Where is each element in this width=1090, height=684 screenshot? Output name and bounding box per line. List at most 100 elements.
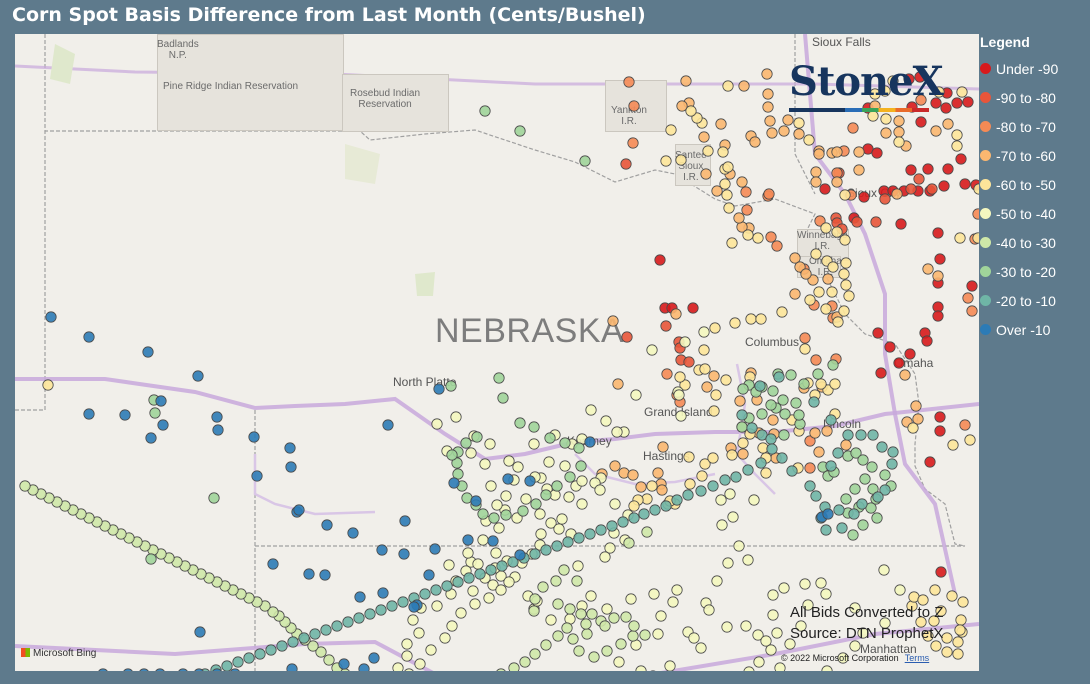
bid-point[interactable] (551, 480, 563, 492)
bid-point[interactable] (813, 148, 825, 160)
bid-point[interactable] (879, 85, 891, 97)
bid-point[interactable] (413, 627, 425, 639)
bid-point[interactable] (586, 608, 598, 620)
bid-point[interactable] (821, 665, 833, 671)
bid-point[interactable] (142, 346, 154, 358)
bid-point[interactable] (893, 357, 905, 369)
bid-point[interactable] (737, 437, 749, 449)
bid-point[interactable] (467, 585, 479, 597)
bid-point[interactable] (530, 498, 542, 510)
bid-point[interactable] (433, 383, 445, 395)
bid-point[interactable] (230, 668, 240, 671)
bid-point[interactable] (408, 601, 420, 613)
bid-point[interactable] (838, 305, 850, 317)
bid-point[interactable] (353, 612, 365, 624)
bid-point[interactable] (529, 548, 541, 560)
bid-point[interactable] (872, 327, 884, 339)
bid-point[interactable] (584, 528, 596, 540)
bid-point[interactable] (646, 480, 658, 492)
bid-point[interactable] (935, 566, 947, 578)
bid-point[interactable] (287, 636, 299, 648)
bid-point[interactable] (621, 331, 633, 343)
legend-item[interactable]: -70 to -60 (980, 141, 1088, 170)
bid-point[interactable] (820, 524, 832, 536)
bid-point[interactable] (698, 131, 710, 143)
bid-point[interactable] (932, 270, 944, 282)
bid-point[interactable] (733, 212, 745, 224)
bid-point[interactable] (932, 227, 944, 239)
bid-point[interactable] (429, 543, 441, 555)
bid-point[interactable] (194, 626, 206, 638)
bid-point[interactable] (867, 483, 879, 495)
bid-point[interactable] (778, 429, 790, 441)
bid-point[interactable] (924, 456, 936, 468)
bid-point[interactable] (208, 492, 220, 504)
bid-point[interactable] (286, 663, 298, 671)
bid-point[interactable] (810, 166, 822, 178)
bid-point[interactable] (517, 505, 529, 517)
bid-point[interactable] (83, 408, 95, 420)
bid-point[interactable] (771, 240, 783, 252)
bid-point[interactable] (730, 471, 742, 483)
bid-point[interactable] (382, 419, 394, 431)
bid-point[interactable] (966, 280, 978, 292)
bid-point[interactable] (917, 594, 929, 606)
bid-point[interactable] (98, 668, 108, 671)
bid-point[interactable] (221, 660, 233, 671)
bid-point[interactable] (698, 344, 710, 356)
bid-point[interactable] (479, 458, 491, 470)
bid-point[interactable] (716, 519, 728, 531)
bid-point[interactable] (893, 136, 905, 148)
bid-point[interactable] (503, 576, 515, 588)
bid-point[interactable] (905, 164, 917, 176)
bid-point[interactable] (942, 118, 954, 130)
bid-point[interactable] (682, 489, 694, 501)
bid-point[interactable] (448, 477, 460, 489)
terms-link[interactable]: Terms (904, 653, 930, 663)
bid-point[interactable] (470, 495, 482, 507)
bid-point[interactable] (951, 97, 963, 109)
bid-point[interactable] (248, 431, 260, 443)
bid-point[interactable] (638, 508, 650, 520)
bid-point[interactable] (608, 612, 620, 624)
bid-point[interactable] (715, 494, 727, 506)
bid-point[interactable] (588, 651, 600, 663)
bid-point[interactable] (847, 122, 859, 134)
bid-point[interactable] (452, 576, 464, 588)
bid-point[interactable] (45, 311, 57, 323)
bid-point[interactable] (671, 584, 683, 596)
bid-point[interactable] (729, 317, 741, 329)
bid-point[interactable] (719, 178, 731, 190)
bid-point[interactable] (736, 176, 748, 188)
bid-point[interactable] (746, 422, 758, 434)
bid-point[interactable] (761, 68, 773, 80)
bid-point[interactable] (497, 392, 509, 404)
bid-point[interactable] (145, 553, 157, 565)
bid-point[interactable] (472, 558, 484, 570)
bid-point[interactable] (559, 437, 571, 449)
bid-point[interactable] (625, 593, 637, 605)
bid-point[interactable] (232, 656, 244, 668)
bid-point[interactable] (451, 457, 463, 469)
bid-point[interactable] (722, 557, 734, 569)
bid-point[interactable] (514, 417, 526, 429)
bid-point[interactable] (284, 442, 296, 454)
bid-point[interactable] (832, 316, 844, 328)
bid-point[interactable] (941, 646, 953, 658)
bid-point[interactable] (540, 639, 552, 651)
bid-point[interactable] (194, 668, 204, 671)
bid-point[interactable] (810, 176, 822, 188)
bid-point[interactable] (726, 449, 738, 461)
bid-point[interactable] (899, 369, 911, 381)
bid-point[interactable] (951, 140, 963, 152)
bid-point[interactable] (675, 410, 687, 422)
bid-point[interactable] (567, 633, 579, 645)
bid-point[interactable] (544, 432, 556, 444)
bid-point[interactable] (875, 367, 887, 379)
bid-point[interactable] (648, 588, 660, 600)
bid-point[interactable] (851, 216, 863, 228)
bid-point[interactable] (839, 234, 851, 246)
bid-point[interactable] (957, 596, 969, 608)
bid-point[interactable] (462, 547, 474, 559)
bid-point[interactable] (446, 449, 458, 461)
